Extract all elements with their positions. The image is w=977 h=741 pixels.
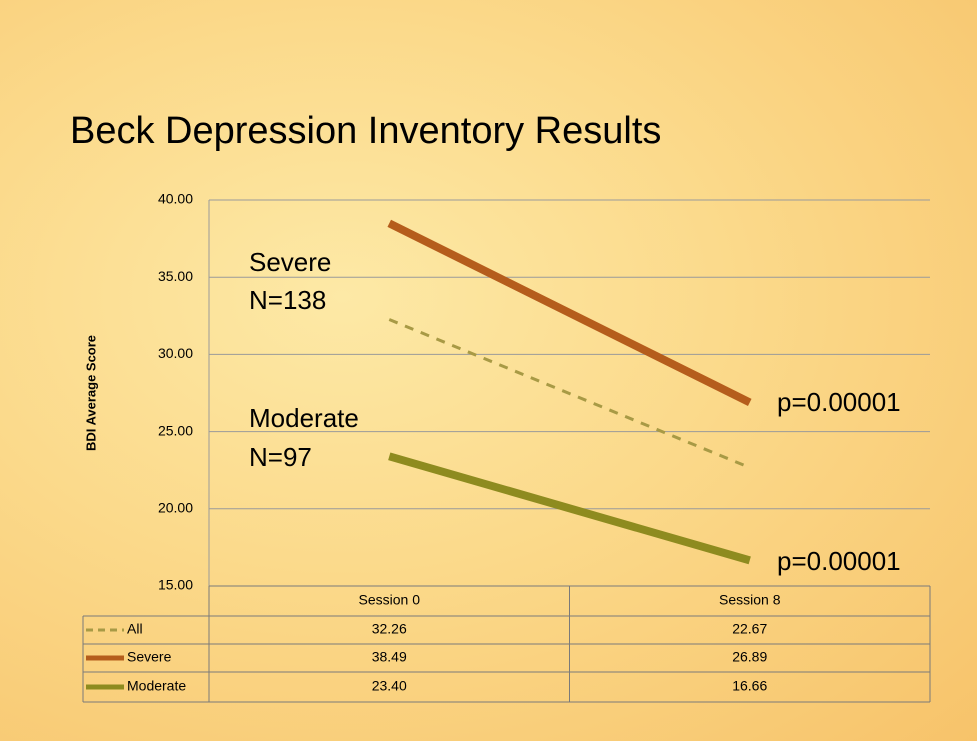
y-tick-label: 40.00	[158, 191, 193, 207]
legend-label: Severe	[127, 649, 172, 665]
annotation: N=97	[249, 442, 312, 472]
legend-label: All	[127, 621, 143, 637]
annotation: p=0.00001	[777, 546, 901, 576]
table-value: 16.66	[732, 678, 767, 694]
series-line	[389, 223, 750, 402]
table-value: 23.40	[372, 678, 407, 694]
annotation: N=138	[249, 285, 326, 315]
legend-label: Moderate	[127, 678, 186, 694]
chart-title: Beck Depression Inventory Results	[70, 110, 661, 152]
y-tick-label: 15.00	[158, 577, 193, 593]
y-tick-label: 25.00	[158, 422, 193, 438]
y-tick-label: 20.00	[158, 500, 193, 516]
y-tick-label: 35.00	[158, 268, 193, 284]
x-tick-label: Session 0	[359, 592, 421, 608]
slide: Beck Depression Inventory Results BDI Av…	[0, 0, 977, 741]
chart: Beck Depression Inventory Results BDI Av…	[0, 0, 977, 741]
y-axis-label: BDI Average Score	[83, 335, 98, 451]
annotation: Severe	[249, 247, 331, 277]
annotation: Moderate	[249, 403, 359, 433]
table-value: 32.26	[372, 621, 407, 637]
series-line	[389, 320, 750, 468]
y-tick-label: 30.00	[158, 345, 193, 361]
table-value: 38.49	[372, 649, 407, 665]
annotation: p=0.00001	[777, 387, 901, 417]
table-value: 26.89	[732, 649, 767, 665]
table-value: 22.67	[732, 621, 767, 637]
x-tick-label: Session 8	[719, 592, 781, 608]
